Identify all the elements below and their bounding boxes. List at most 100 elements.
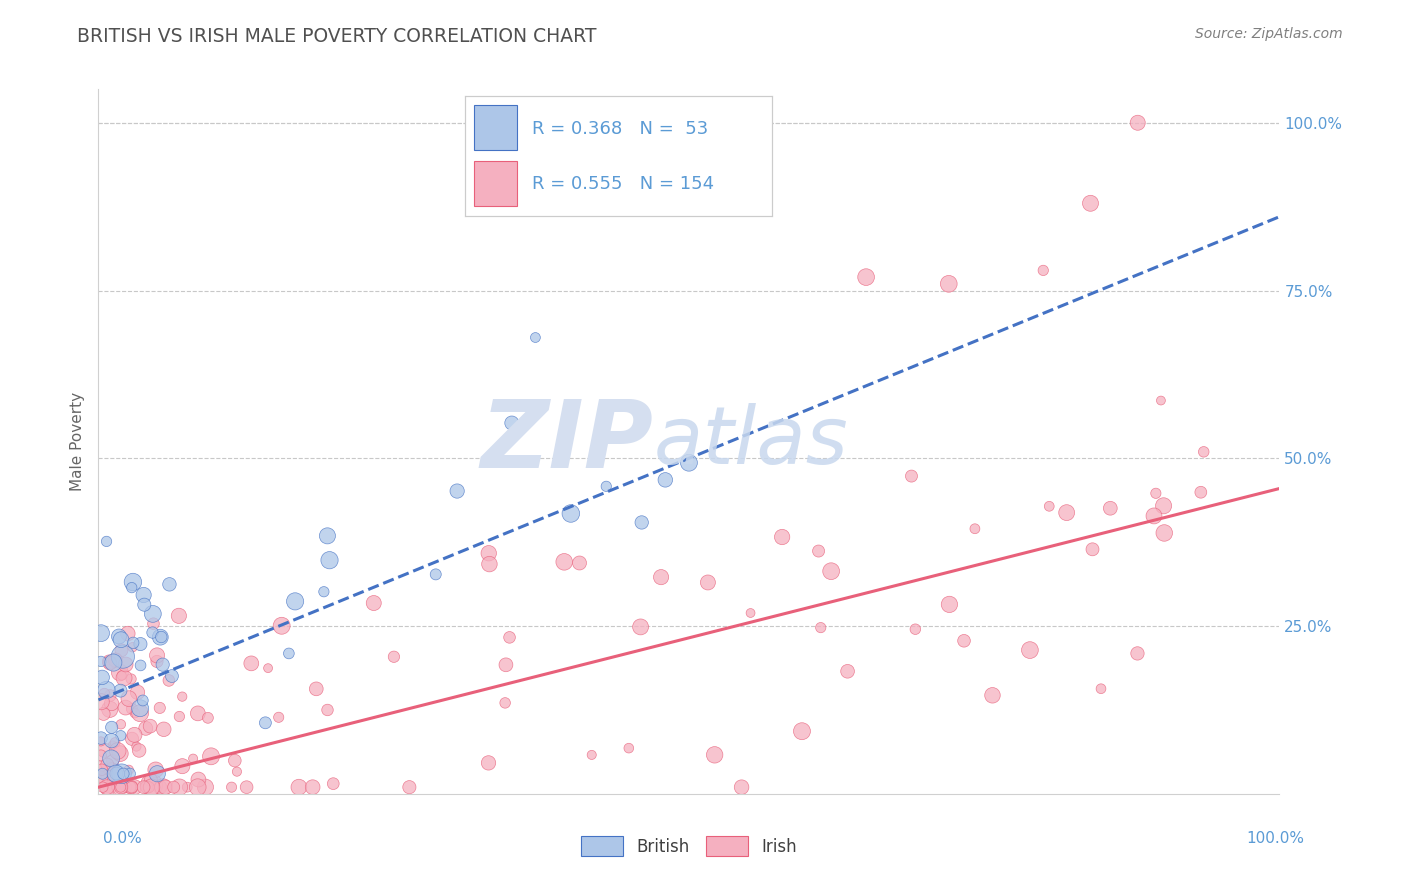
Point: [277, 647, 299, 661]
Point: [176, 780, 198, 794]
Point: [524, 330, 547, 344]
Point: [1153, 525, 1175, 540]
Point: [129, 658, 152, 673]
Point: [91, 780, 114, 794]
Point: [560, 507, 582, 521]
Point: [132, 693, 155, 707]
Point: [98, 689, 121, 703]
Point: [135, 722, 157, 736]
Point: [160, 669, 183, 683]
Point: [224, 754, 246, 768]
Point: [122, 636, 145, 650]
Point: [101, 754, 124, 768]
Point: [128, 743, 150, 757]
Point: [110, 780, 132, 794]
Point: [121, 581, 143, 595]
Point: [790, 724, 813, 739]
Point: [382, 649, 405, 664]
Point: [93, 706, 115, 721]
Point: [1080, 196, 1102, 211]
Point: [149, 630, 172, 644]
Point: [703, 747, 725, 762]
Text: BRITISH VS IRISH MALE POVERTY CORRELATION CHART: BRITISH VS IRISH MALE POVERTY CORRELATIO…: [77, 27, 596, 45]
Point: [495, 657, 517, 672]
Point: [93, 687, 115, 701]
Point: [1150, 393, 1173, 408]
Point: [93, 743, 115, 757]
Point: [89, 772, 111, 786]
Point: [900, 469, 922, 483]
Point: [187, 780, 209, 794]
Point: [93, 770, 115, 784]
Point: [363, 596, 385, 610]
Point: [136, 780, 159, 794]
Point: [257, 661, 280, 675]
Point: [103, 656, 125, 670]
Point: [630, 516, 652, 530]
Point: [110, 766, 132, 780]
Point: [953, 633, 976, 648]
Point: [678, 456, 700, 470]
Point: [288, 780, 311, 794]
Point: [425, 567, 447, 582]
Point: [146, 648, 169, 663]
Point: [134, 598, 156, 612]
Point: [553, 555, 575, 569]
Point: [169, 780, 191, 794]
Point: [114, 700, 136, 714]
Point: [1099, 501, 1122, 516]
Point: [129, 637, 152, 651]
Point: [152, 780, 174, 794]
Point: [478, 557, 501, 571]
Point: [1143, 508, 1166, 523]
Point: [187, 772, 209, 787]
Point: [104, 766, 127, 780]
Point: [122, 574, 145, 589]
Text: 100.0%: 100.0%: [1247, 831, 1305, 846]
Point: [98, 702, 121, 716]
Point: [110, 729, 132, 743]
Point: [90, 731, 112, 745]
Point: [121, 731, 143, 746]
Point: [568, 556, 591, 570]
Point: [121, 780, 143, 794]
Point: [730, 780, 752, 794]
Point: [820, 564, 842, 578]
Point: [121, 702, 143, 716]
Point: [398, 780, 420, 794]
Point: [740, 606, 762, 620]
Point: [110, 643, 132, 657]
Point: [104, 735, 127, 749]
Point: [226, 764, 249, 779]
Point: [145, 763, 167, 777]
Point: [141, 625, 163, 640]
Point: [117, 626, 139, 640]
Point: [172, 759, 194, 773]
Point: [938, 598, 960, 612]
Legend: British, Irish: British, Irish: [575, 830, 803, 863]
Point: [501, 416, 523, 430]
Point: [111, 668, 134, 682]
Point: [152, 723, 174, 737]
Point: [100, 697, 122, 711]
Point: [1032, 263, 1054, 277]
Point: [90, 695, 112, 709]
Point: [142, 616, 165, 631]
Point: [110, 683, 132, 698]
Point: [172, 690, 194, 704]
Point: [163, 780, 186, 794]
Point: [159, 577, 181, 591]
Point: [150, 630, 173, 644]
Point: [187, 706, 209, 721]
Point: [807, 544, 830, 558]
Point: [108, 665, 131, 680]
Point: [100, 762, 122, 776]
Point: [810, 621, 832, 635]
Point: [197, 711, 219, 725]
Point: [114, 657, 136, 672]
Point: [141, 780, 163, 794]
Point: [110, 780, 132, 794]
Point: [100, 720, 122, 734]
Point: [240, 657, 263, 671]
Point: [316, 703, 339, 717]
